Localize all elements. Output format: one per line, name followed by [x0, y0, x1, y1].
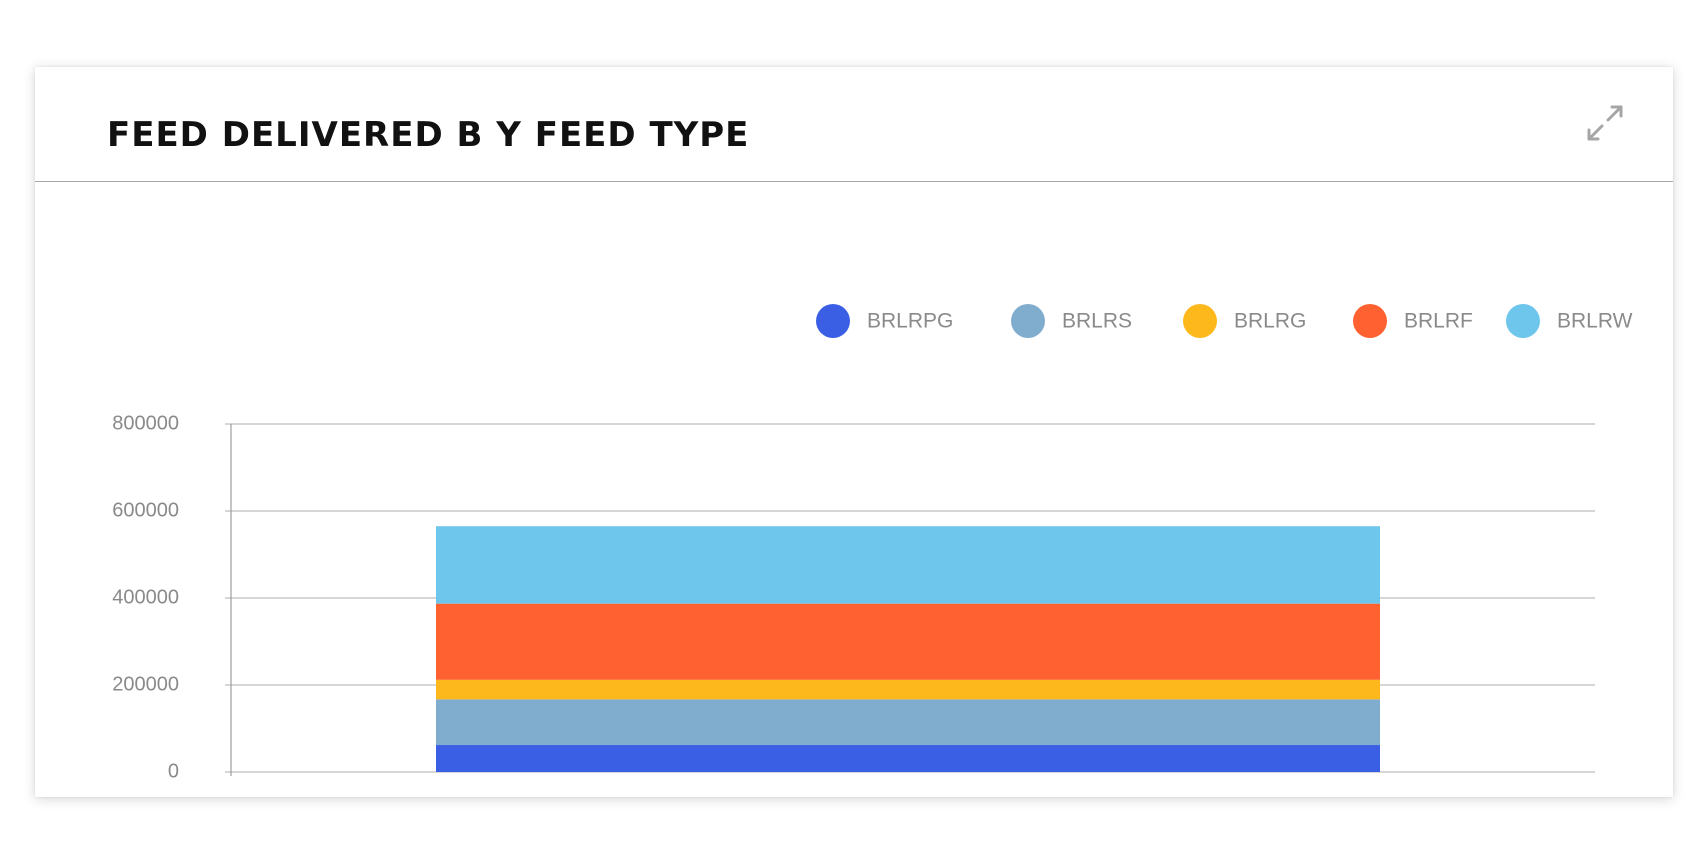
legend-swatch	[1353, 304, 1387, 338]
legend-item-brlrg[interactable]: BRLRG	[1183, 304, 1306, 338]
legend-swatch	[1011, 304, 1045, 338]
card-title: FEED DELIVERED B Y FEED TYPE	[107, 115, 750, 155]
stacked-bar-chart: BRLRPG BRLRS BRLRG BRLRF BRLRW 0 200000 400000…	[112, 304, 1633, 782]
y-tick-label: 400000	[112, 586, 179, 608]
y-tick-label: 200000	[112, 673, 179, 695]
expand-button[interactable]	[1585, 103, 1625, 143]
legend-item-brlrw[interactable]: BRLRW	[1506, 304, 1633, 338]
legend-label: BRLRF	[1404, 310, 1473, 333]
legend-label: BRLRPG	[867, 310, 953, 333]
bar-segment-brlrf[interactable]	[436, 603, 1380, 680]
legend-label: BRLRW	[1557, 310, 1633, 333]
chart-area: BRLRPG BRLRS BRLRG BRLRF BRLRW 0 200000 400000…	[35, 182, 1673, 797]
chart-card: FEED DELIVERED B Y FEED TYPE BRLRPG BRLRS…	[35, 67, 1673, 797]
card-header: FEED DELIVERED B Y FEED TYPE	[35, 67, 1673, 182]
legend-swatch	[816, 304, 850, 338]
legend-item-brlrf[interactable]: BRLRF	[1353, 304, 1473, 338]
expand-arrows-icon	[1587, 105, 1623, 141]
y-tick-label: 600000	[112, 499, 179, 521]
bar-segment-brlrw[interactable]	[436, 526, 1380, 604]
y-tick-label: 0	[168, 760, 179, 782]
legend-swatch	[1183, 304, 1217, 338]
bar-segment-brlrs[interactable]	[436, 699, 1380, 746]
legend-label: BRLRG	[1234, 310, 1306, 333]
legend-swatch	[1506, 304, 1540, 338]
chart-bars	[436, 526, 1380, 772]
y-tick-label: 800000	[112, 412, 179, 434]
legend-item-brlrs[interactable]: BRLRS	[1011, 304, 1132, 338]
legend-item-brlrpg[interactable]: BRLRPG	[816, 304, 953, 338]
legend-label: BRLRS	[1062, 310, 1132, 333]
bar-segment-brlrg[interactable]	[436, 679, 1380, 700]
bar-segment-brlrpg[interactable]	[436, 745, 1380, 772]
y-axis: 0 200000 400000 600000 800000	[112, 412, 232, 782]
chart-legend: BRLRPG BRLRS BRLRG BRLRF BRLRW	[816, 304, 1633, 338]
